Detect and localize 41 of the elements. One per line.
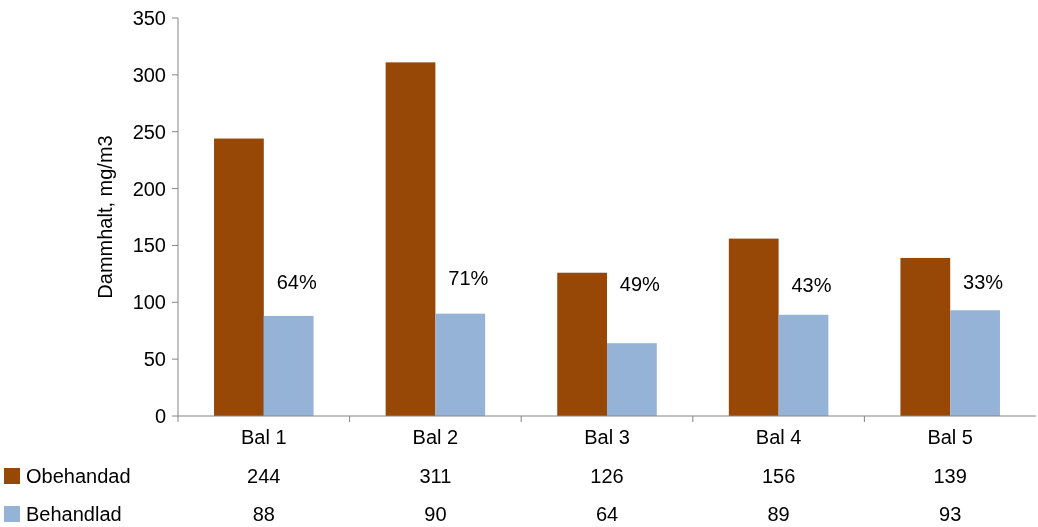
x-tick-label: Bal 5 <box>927 426 973 448</box>
bar <box>950 310 1000 416</box>
x-tick-label: Bal 2 <box>412 426 459 448</box>
bar <box>435 313 486 416</box>
data-label: 89 <box>767 503 790 525</box>
data-label: 90 <box>424 503 447 525</box>
bar <box>557 272 607 416</box>
y-tick-label: 300 <box>132 63 166 86</box>
annotation: 43% <box>791 274 832 297</box>
y-tick-label: 100 <box>132 291 166 314</box>
data-label: 64 <box>595 503 619 525</box>
x-tick-label: Bal 4 <box>755 426 802 448</box>
bar <box>728 238 779 416</box>
data-label: 311 <box>419 465 452 487</box>
bar <box>263 315 314 416</box>
bar <box>214 138 264 416</box>
y-tick-label: 50 <box>143 348 166 371</box>
data-label: 139 <box>933 465 967 487</box>
legend-label: Behandlad <box>26 503 122 525</box>
bar <box>900 257 951 416</box>
data-label: 93 <box>939 503 962 525</box>
annotation: 33% <box>963 270 1004 293</box>
x-tick-label: Bal 3 <box>584 426 630 448</box>
annotation: 64% <box>276 270 317 293</box>
data-label: 126 <box>590 465 624 487</box>
y-tick-label: 0 <box>154 405 166 427</box>
y-tick-label: 250 <box>132 120 166 143</box>
legend-label: Obehandad <box>26 465 131 487</box>
data-label: 244 <box>247 465 281 487</box>
bar <box>385 62 436 416</box>
y-tick-label: 350 <box>132 7 166 29</box>
bar <box>607 343 657 416</box>
y-tick-label: 150 <box>132 234 166 257</box>
annotation: 71% <box>448 267 489 290</box>
y-axis-title: Dammhalt, mg/m3 <box>94 135 116 299</box>
data-label: 88 <box>252 503 275 525</box>
bar <box>778 314 829 416</box>
annotation: 49% <box>619 273 661 296</box>
data-label: 156 <box>761 465 796 487</box>
y-tick-label: 200 <box>132 177 166 200</box>
x-tick-label: Bal 1 <box>241 426 287 448</box>
